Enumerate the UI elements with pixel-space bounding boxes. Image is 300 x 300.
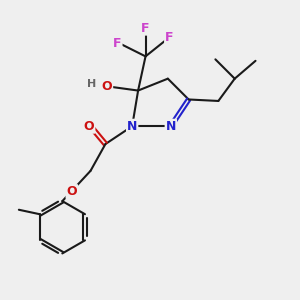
Text: O: O — [67, 185, 77, 198]
Text: F: F — [113, 37, 122, 50]
Text: F: F — [141, 22, 150, 34]
Text: O: O — [102, 80, 112, 93]
Text: F: F — [165, 31, 174, 44]
Text: N: N — [127, 120, 137, 133]
Text: O: O — [84, 120, 94, 133]
Text: H: H — [87, 79, 97, 89]
Text: N: N — [166, 120, 176, 133]
